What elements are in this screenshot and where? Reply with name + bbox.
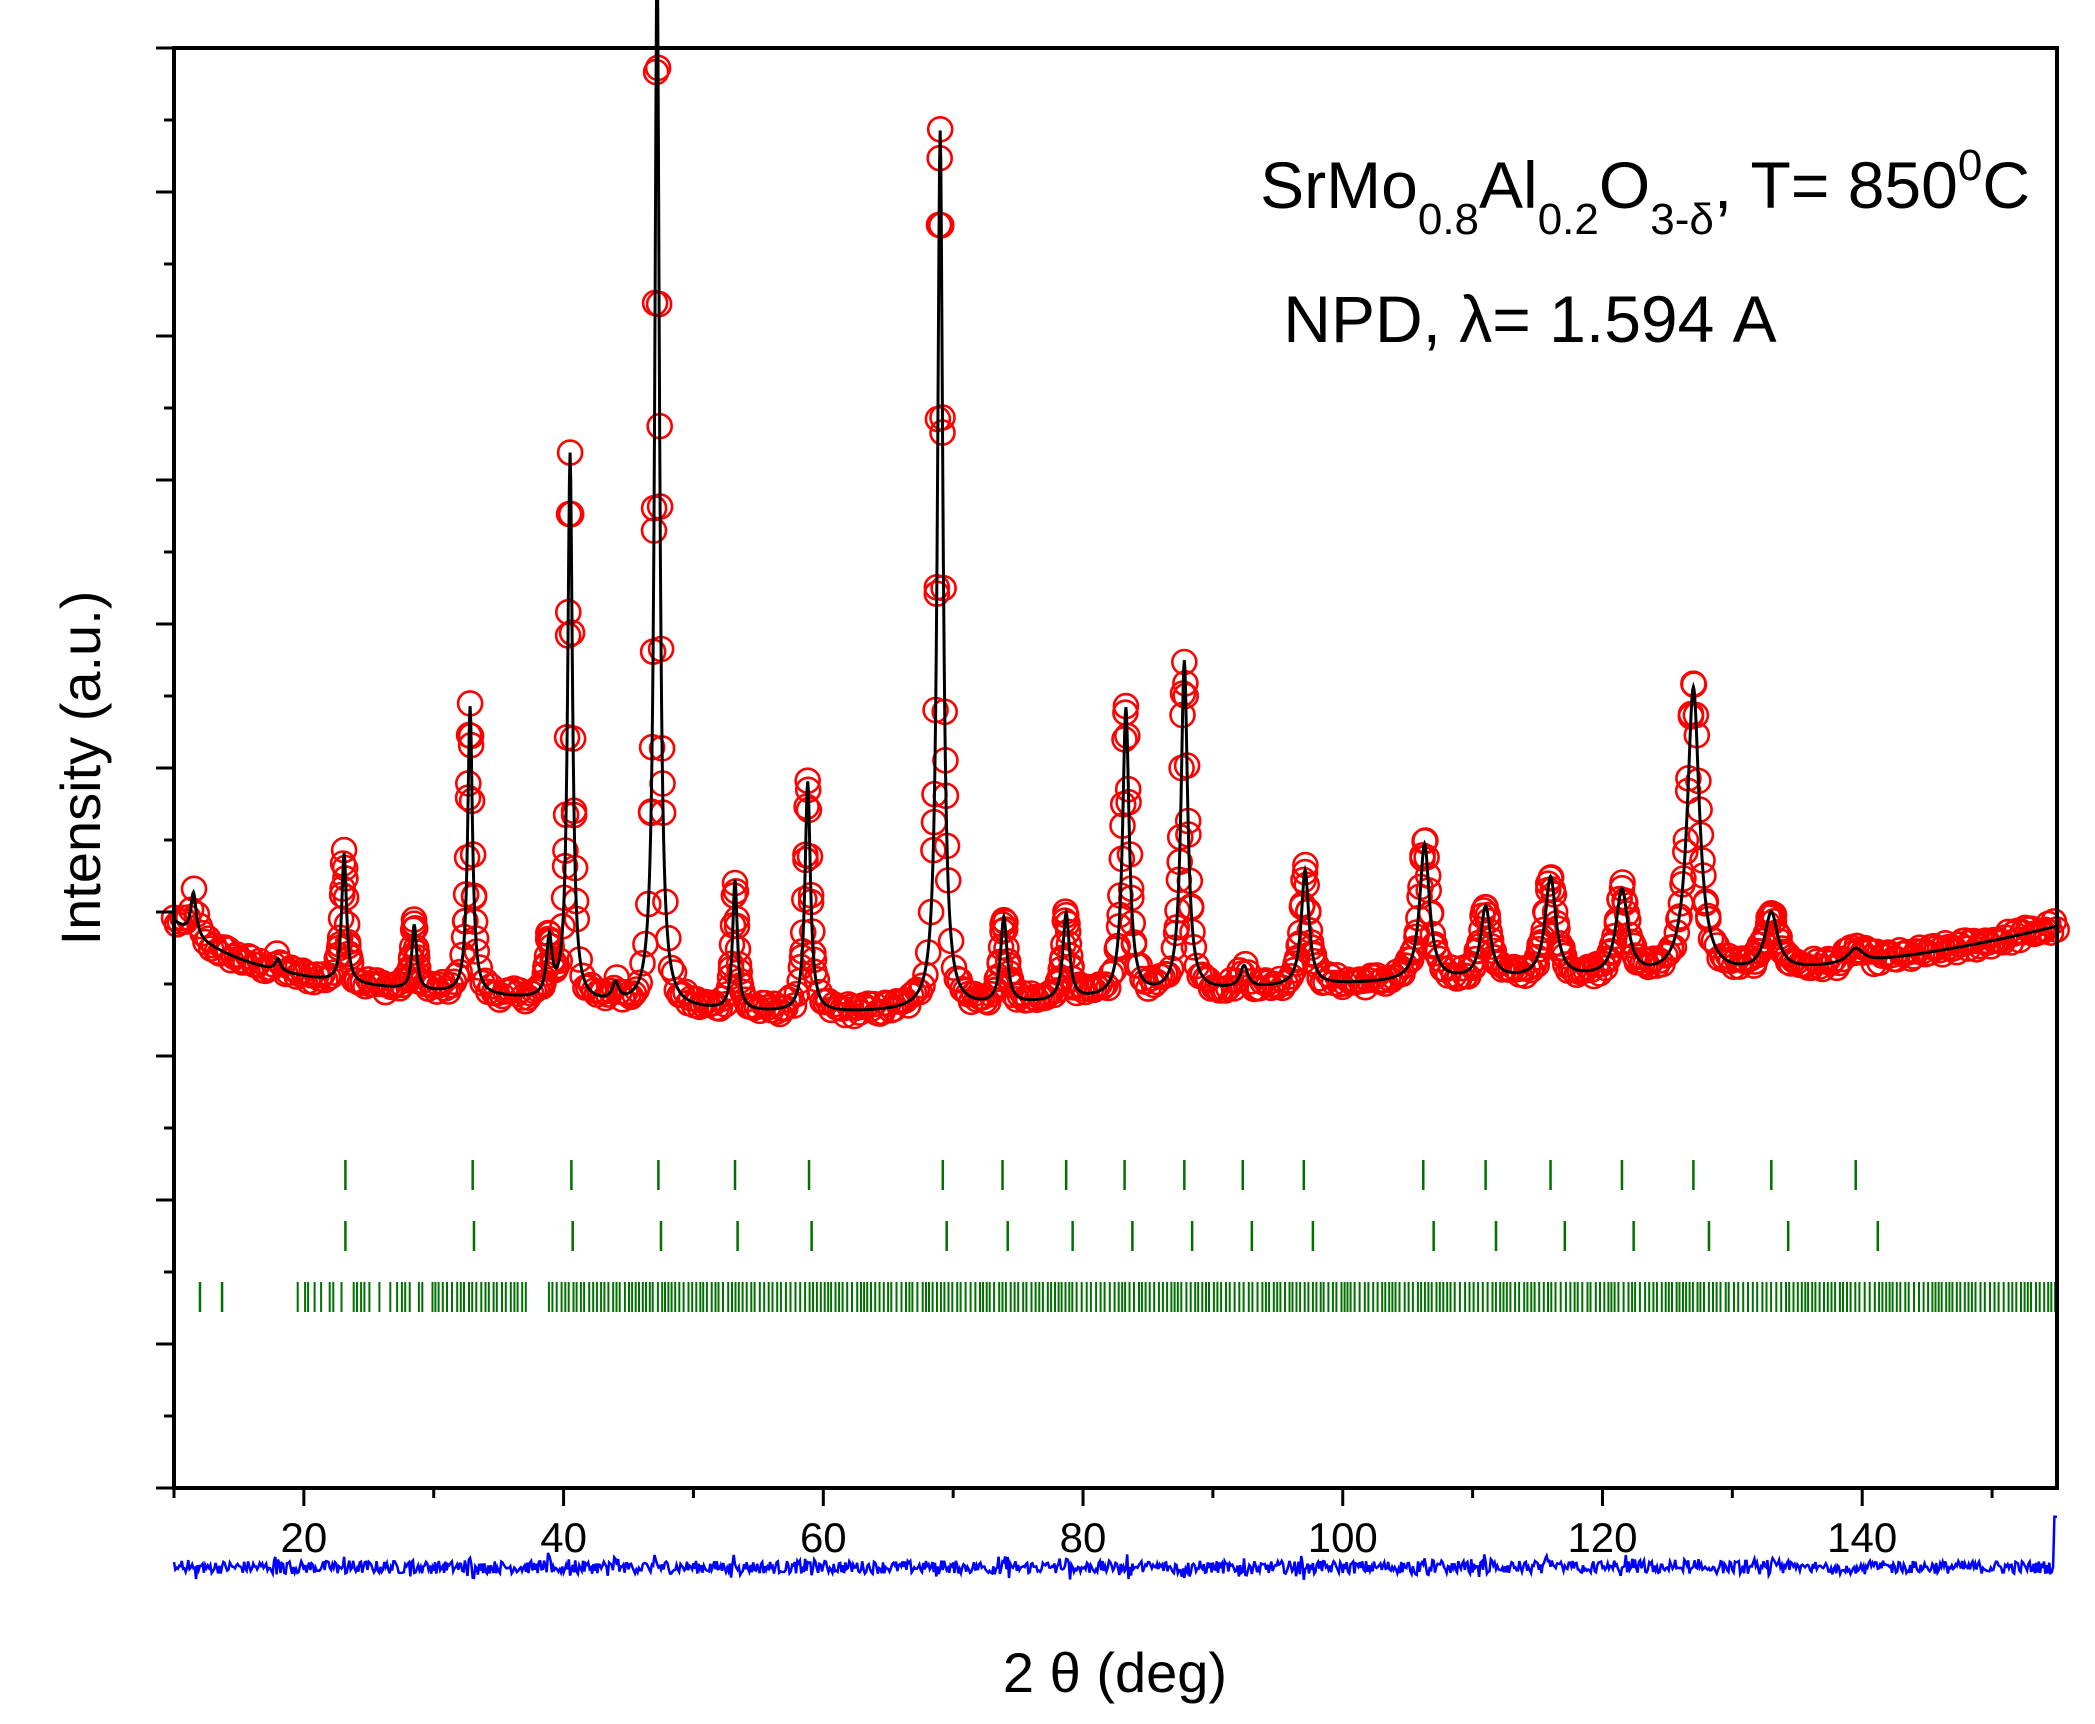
observed-point: [1423, 939, 1451, 967]
observed-point: [1061, 972, 1088, 999]
observed-point: [1663, 919, 1691, 946]
observed-point: [1052, 901, 1080, 929]
x-tick-label: 100: [1308, 1514, 1378, 1561]
observed-point: [443, 962, 471, 989]
observed-point: [1660, 933, 1688, 961]
x-tick-label: 120: [1567, 1514, 1637, 1561]
formula-o: O: [1599, 148, 1650, 222]
calculated-curve-layer: [173, 0, 2057, 1012]
observed-point: [1474, 901, 1501, 929]
observed-point: [1157, 955, 1185, 983]
observed-point: [1480, 937, 1508, 965]
observed-point: [1094, 974, 1122, 1002]
observed-point: [1695, 905, 1722, 933]
x-axis-label: 2 θ (deg): [1003, 1641, 1227, 1704]
observed-point: [1160, 934, 1188, 962]
formula-sr-mo: SrMo: [1260, 148, 1418, 222]
bragg-markers: [198, 1160, 2057, 1312]
formula-unit: C: [1982, 148, 2030, 222]
observed-point: [1768, 935, 1796, 962]
observed-point: [1760, 901, 1788, 929]
observed-point: [629, 949, 656, 977]
difference-curve: [172, 1515, 2057, 1580]
observed-point: [1301, 947, 1328, 975]
observed-point: [1621, 942, 1648, 969]
formula-temperature: , T= 850: [1714, 148, 1958, 222]
formula-sub-mo: 0.8: [1418, 195, 1479, 244]
observed-point: [990, 906, 1018, 934]
annotation-npd: NPD, λ= 1.594 A: [1283, 282, 1776, 356]
observed-point: [1484, 948, 1512, 976]
observed-point: [612, 978, 639, 1006]
observed-point: [183, 900, 211, 928]
x-tick-label: 60: [800, 1514, 847, 1561]
observed-point: [998, 971, 1026, 999]
observed-point: [1548, 939, 1576, 967]
observed-point: [406, 967, 434, 995]
observed-point: [1771, 939, 1799, 967]
observed-point: [1537, 865, 1564, 892]
x-tick-label: 140: [1827, 1514, 1897, 1561]
x-tick-label: 40: [540, 1514, 587, 1561]
observed-point: [1411, 827, 1438, 855]
calculated-curve: [173, 0, 2057, 1012]
formula-al: Al: [1479, 148, 1538, 222]
observed-point: [312, 966, 339, 994]
formula-sub-o: 3-δ: [1650, 195, 1714, 244]
observed-point: [1058, 953, 1085, 980]
observed-point: [1652, 942, 1679, 969]
formula-sub-al: 0.2: [1538, 195, 1599, 244]
observed-point: [1546, 929, 1573, 957]
formula-superscript: 0: [1958, 141, 1982, 190]
axes: 20 40 60 80 100 120 140: [156, 46, 1994, 1561]
observed-point: [446, 958, 474, 986]
annotation-formula: SrMo0.8Al0.2O3-δ, T= 8500C: [1260, 141, 2030, 244]
observed-point: [903, 976, 931, 1004]
y-axis-label: Intensity (a.u.): [49, 591, 112, 946]
observed-point: [1611, 887, 1638, 914]
observed-point: [1623, 946, 1651, 974]
observed-point: [1665, 905, 1692, 933]
observed-point: [2037, 919, 2065, 946]
observed-point: [626, 969, 654, 997]
observed-point: [1618, 928, 1646, 956]
observed-point: [1755, 904, 1782, 931]
observed-point: [349, 969, 376, 996]
observed-point: [909, 972, 936, 1000]
observed-point: [1528, 928, 1555, 956]
observed-point: [780, 992, 808, 1019]
difference-curve-layer: [172, 1515, 2057, 1580]
observed-point: [1800, 945, 1828, 973]
observed-point: [617, 983, 645, 1011]
x-tick-label: 80: [1060, 1514, 1107, 1561]
observed-point: [1291, 858, 1319, 886]
x-tick-label: 20: [281, 1514, 328, 1561]
observed-point: [309, 961, 336, 988]
observed-point: [1608, 874, 1636, 902]
observed-point: [1550, 942, 1578, 970]
observed-point: [1097, 960, 1125, 988]
observed-point: [1774, 941, 1801, 969]
